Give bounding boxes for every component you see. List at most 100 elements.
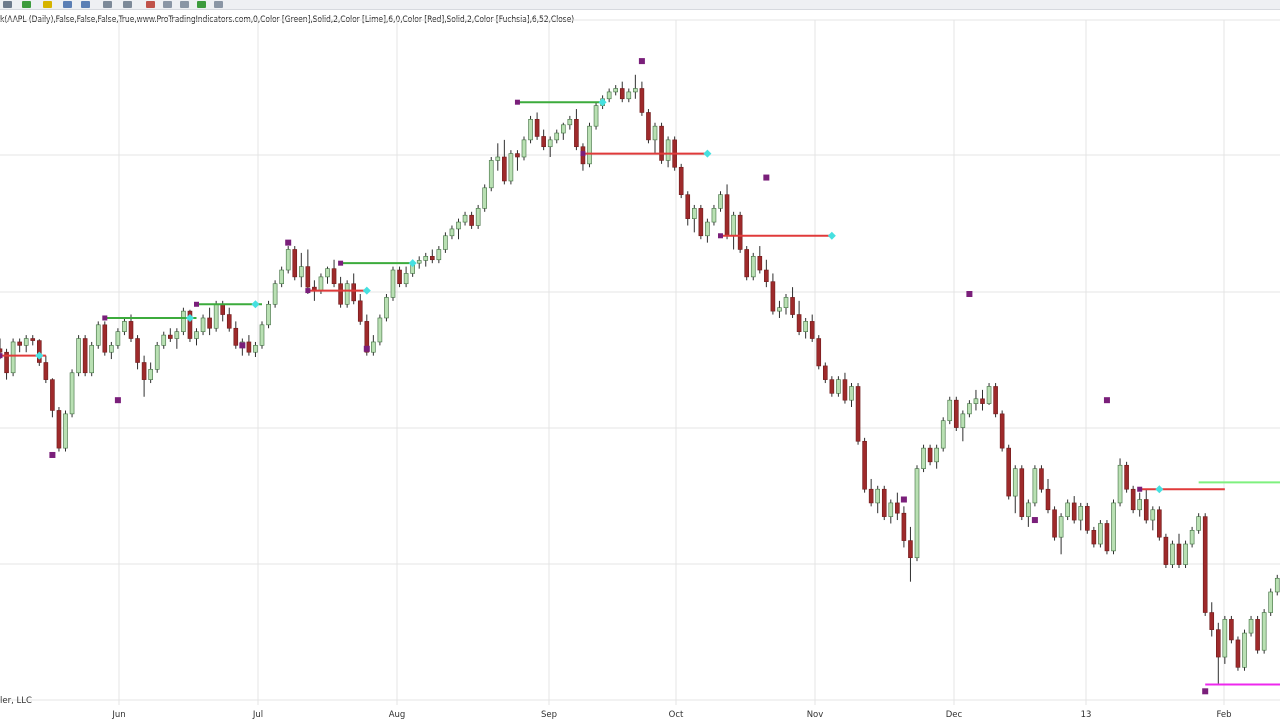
copyright-text: ler, LLC <box>0 696 32 706</box>
candle <box>1163 533 1169 568</box>
down-candle-body <box>822 365 828 380</box>
up-candle-body <box>914 468 920 559</box>
candle <box>253 341 258 358</box>
down-candle-body <box>1006 447 1012 497</box>
candle <box>377 314 383 346</box>
up-candle-body <box>456 221 461 230</box>
candle <box>1111 499 1116 555</box>
up-candle-body <box>1117 464 1123 504</box>
draw-line-icon[interactable] <box>63 1 72 8</box>
x-tick-label: Aug <box>389 710 406 720</box>
up-candle-body <box>1268 591 1273 613</box>
bar-style-icon[interactable] <box>22 1 31 8</box>
draw-ray-icon[interactable] <box>81 1 90 8</box>
down-candle-body <box>796 314 802 332</box>
candle <box>456 218 461 240</box>
touch-marker <box>703 149 712 158</box>
candle <box>547 136 553 157</box>
up-candle-body <box>475 208 481 226</box>
candle <box>560 122 566 140</box>
candle <box>705 218 710 243</box>
candle <box>554 129 560 144</box>
up-candle-body <box>691 208 697 219</box>
up-candle-body <box>122 321 127 332</box>
down-candle-body <box>999 413 1005 449</box>
down-candle-body <box>927 447 933 463</box>
candle <box>502 139 507 185</box>
candle <box>901 506 907 548</box>
touch-marker <box>1155 485 1164 494</box>
up-candle-body <box>154 345 160 370</box>
candle <box>1006 444 1012 500</box>
up-candle-body <box>115 331 121 346</box>
save-template-icon[interactable] <box>180 1 189 8</box>
candle <box>1274 574 1280 596</box>
up-candle-body <box>298 266 304 278</box>
export-icon[interactable] <box>197 1 206 8</box>
window-icon[interactable] <box>214 1 223 8</box>
candle <box>796 300 802 336</box>
zoom-box-icon[interactable] <box>123 1 132 8</box>
up-candle-body <box>803 321 808 332</box>
properties-icon[interactable] <box>146 1 155 8</box>
down-candle-body <box>809 321 815 339</box>
down-candle-body <box>1045 488 1051 511</box>
candle <box>1202 513 1208 616</box>
up-candle-body <box>462 214 468 223</box>
zoom-icon[interactable] <box>103 1 112 8</box>
down-candle-body <box>305 266 311 288</box>
up-candle-body <box>875 488 881 504</box>
up-candle-body <box>279 269 284 285</box>
up-candle-body <box>1222 619 1228 658</box>
down-candle-body <box>1091 530 1097 545</box>
down-candle-body <box>1202 516 1208 613</box>
down-candle-body <box>868 488 874 504</box>
up-candle-body <box>888 502 894 517</box>
candle <box>633 74 638 99</box>
candle <box>128 314 134 342</box>
candle <box>836 376 841 397</box>
candle <box>1078 502 1084 531</box>
up-candle-body <box>285 249 291 271</box>
candle <box>639 81 645 116</box>
candle <box>927 444 933 466</box>
candle <box>161 331 167 349</box>
candle <box>718 191 723 212</box>
drawing-pencil-icon[interactable] <box>43 1 52 8</box>
candle <box>528 115 533 144</box>
down-candle-body <box>364 321 370 353</box>
down-candle-body <box>619 88 625 100</box>
up-candle-body <box>836 379 841 394</box>
down-candle-body <box>862 440 867 490</box>
data-box-icon[interactable] <box>163 1 172 8</box>
candle <box>148 362 153 384</box>
up-candle-body <box>947 399 953 422</box>
up-candle-body <box>1137 499 1142 511</box>
candle <box>777 300 782 318</box>
swing-point-marker <box>966 291 973 297</box>
candle <box>1170 540 1175 568</box>
candle <box>285 246 291 274</box>
up-candle-body <box>436 249 442 261</box>
candle <box>357 294 363 325</box>
candle <box>1045 478 1051 514</box>
down-candle-body <box>908 540 913 559</box>
down-candle-body <box>1019 468 1025 517</box>
up-candle-body <box>95 324 101 346</box>
candle <box>1268 588 1273 616</box>
dropdown-icon[interactable] <box>3 1 12 8</box>
candle <box>895 492 900 521</box>
up-candle-body <box>344 283 350 305</box>
candle <box>475 204 481 229</box>
candle <box>135 335 140 370</box>
candle <box>574 109 579 151</box>
down-candle-body <box>790 297 795 315</box>
down-candle-body <box>842 379 848 401</box>
candle <box>1248 615 1254 637</box>
candle <box>50 378 55 418</box>
up-candle-body <box>528 119 533 141</box>
up-candle-body <box>325 268 330 278</box>
candle <box>1261 609 1267 654</box>
candle <box>298 252 304 288</box>
